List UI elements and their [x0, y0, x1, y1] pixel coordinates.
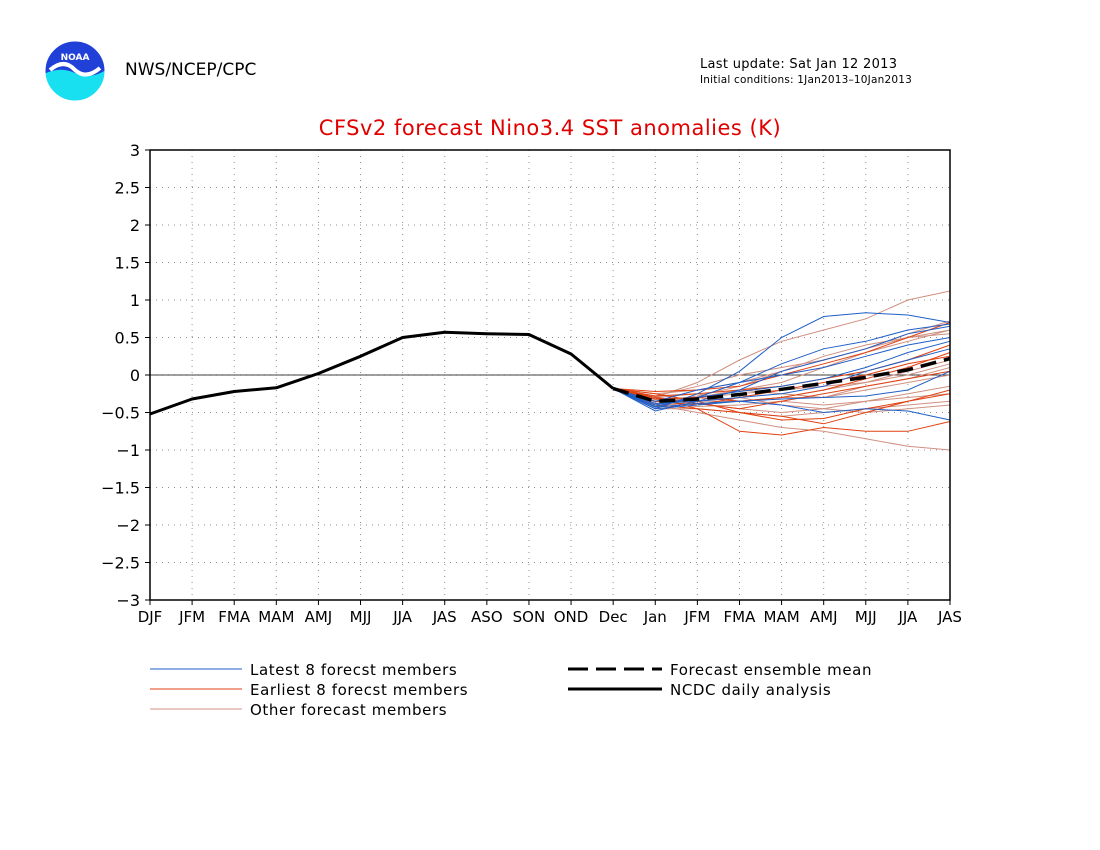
y-axis-ticks: 3 2.5 2 1.5 1 0.5 0 −0.5 −1 −1.5 −2 −2.5 −3 — [101, 141, 150, 610]
x-tick-label: MJJ — [855, 608, 877, 626]
ncdc-analysis-line — [149, 330, 615, 416]
x-tick-label: JAS — [432, 608, 457, 626]
y-tick-label: 0.5 — [115, 329, 140, 348]
earliest-member-line — [613, 322, 951, 393]
x-tick-label: DJF — [138, 608, 163, 626]
initial-conditions-text: Initial conditions: 1Jan2013–10Jan2013 — [700, 74, 912, 86]
x-tick-label: OND — [554, 608, 589, 626]
noaa-logo: NOAA — [44, 40, 106, 102]
legend-mean-label: Forecast ensemble mean — [670, 661, 872, 679]
x-tick-label: Jan — [643, 608, 667, 626]
x-tick-label: MAM — [764, 608, 800, 626]
other-member-line — [613, 329, 951, 397]
y-tick-label: −1.5 — [101, 479, 140, 498]
plot-frame — [149, 149, 951, 601]
x-tick-label: JAS — [937, 608, 962, 626]
x-tick-label: MJJ — [350, 608, 372, 626]
latest-member-line — [613, 337, 951, 402]
x-tick-label: AMJ — [305, 608, 333, 626]
x-axis-ticks: DJF JFM FMA MAM AMJ MJJ JJA JAS ASO SON OND Dec Jan J… — [138, 600, 962, 626]
x-tick-label: AMJ — [810, 608, 838, 626]
y-tick-label: 2.5 — [115, 179, 140, 198]
latest-member-line — [613, 323, 951, 408]
x-tick-label: FMA — [724, 608, 757, 626]
y-tick-label: 1 — [130, 291, 140, 310]
y-tick-label: 1.5 — [115, 254, 140, 273]
x-tick-label: FMA — [218, 608, 251, 626]
x-tick-label: Dec — [599, 608, 628, 626]
legend-latest-label: Latest 8 forecst members — [250, 661, 457, 679]
main-lines — [149, 330, 951, 416]
latest-member-line — [612, 370, 951, 410]
legend-analysis-label: NCDC daily analysis — [670, 681, 831, 699]
legend-other-label: Other forecast members — [250, 701, 447, 719]
ensemble-mean-line — [612, 356, 951, 404]
grid-lines — [150, 150, 950, 600]
y-tick-label: 2 — [130, 216, 140, 235]
earliest-member-line — [613, 352, 951, 402]
legend-earliest-label: Earliest 8 forecst members — [250, 681, 468, 699]
x-tick-label: JFM — [683, 608, 710, 626]
y-tick-label: −2.5 — [101, 554, 140, 573]
logo-text: NOAA — [61, 53, 90, 63]
x-tick-label: SON — [513, 608, 546, 626]
y-tick-label: −1 — [116, 441, 140, 460]
y-tick-label: −2 — [116, 516, 140, 535]
x-tick-label: MAM — [258, 608, 294, 626]
x-tick-label: JJA — [897, 608, 918, 626]
latest-member-line — [612, 388, 951, 421]
legend: Latest 8 forecst members Earliest 8 fore… — [150, 661, 872, 719]
y-tick-label: 0 — [130, 366, 140, 385]
chart-title: CFSv2 forecast Nino3.4 SST anomalies (K) — [319, 116, 781, 140]
x-tick-label: JFM — [178, 608, 205, 626]
y-tick-label: −0.5 — [101, 404, 140, 423]
earliest-member-line — [613, 388, 951, 421]
last-update-text: Last update: Sat Jan 12 2013 — [700, 57, 898, 72]
x-tick-label: ASO — [471, 608, 503, 626]
y-tick-label: 3 — [130, 141, 140, 160]
y-tick-label: −3 — [116, 591, 140, 610]
organization-label: NWS/NCEP/CPC — [125, 60, 257, 80]
latest-member-line — [613, 348, 951, 405]
x-tick-label: JJA — [392, 608, 413, 626]
